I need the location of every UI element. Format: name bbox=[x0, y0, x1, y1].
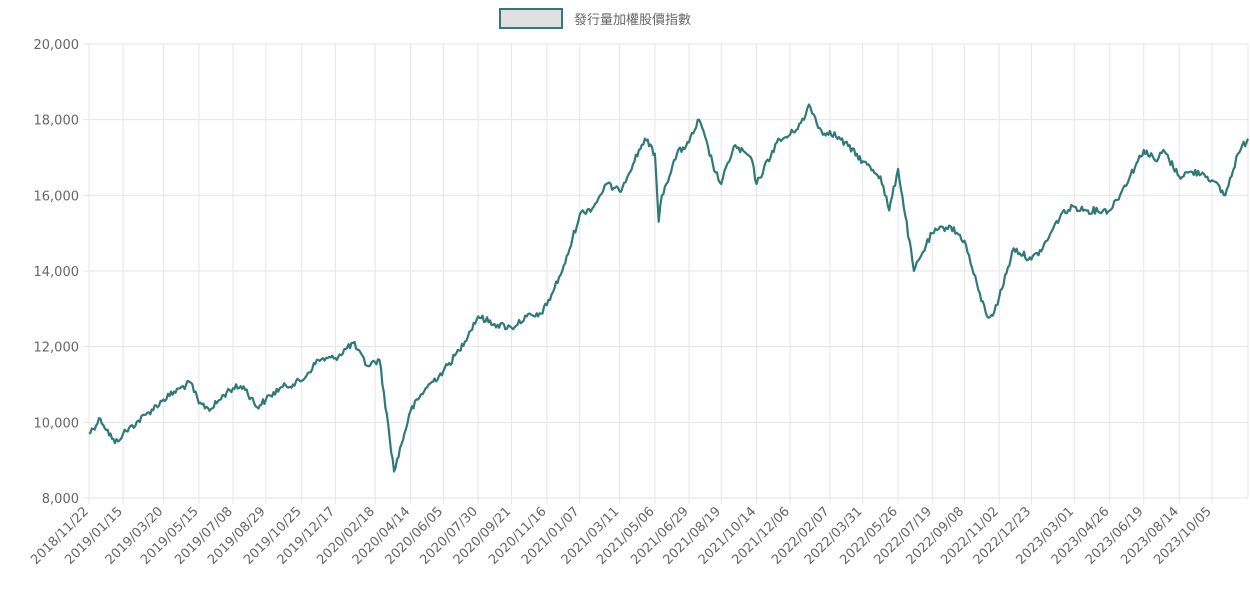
x-axis: 2018/11/222019/01/152019/03/202019/05/15… bbox=[28, 504, 1215, 568]
series-layer bbox=[88, 103, 1250, 473]
grid bbox=[83, 43, 1249, 504]
legend[interactable]: 發行量加權股價指數 bbox=[499, 8, 691, 29]
y-tick-label: 20,000 bbox=[34, 38, 80, 53]
y-tick-label: 12,000 bbox=[34, 341, 80, 356]
y-tick-label: 14,000 bbox=[34, 265, 80, 280]
y-tick-label: 18,000 bbox=[34, 114, 80, 129]
y-axis: 20,000 18,000 16,000 14,000 12,000 10,000 8,00… bbox=[34, 38, 80, 507]
series-line[interactable] bbox=[88, 103, 1250, 473]
y-tick-label: 8,000 bbox=[42, 492, 79, 507]
legend-label: 發行量加權股價指數 bbox=[574, 13, 691, 28]
legend-swatch bbox=[499, 8, 563, 29]
y-tick-label: 10,000 bbox=[34, 416, 80, 431]
y-tick-label: 16,000 bbox=[34, 189, 80, 204]
